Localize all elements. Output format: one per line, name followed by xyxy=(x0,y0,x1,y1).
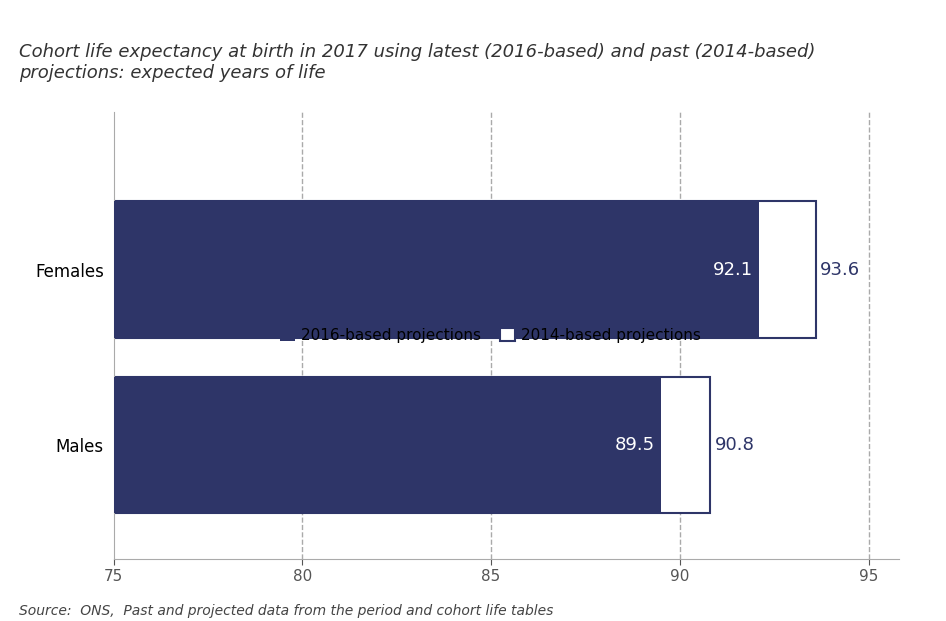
Legend: 2016-based projections, 2014-based projections: 2016-based projections, 2014-based proje… xyxy=(280,328,701,343)
Bar xyxy=(114,376,661,514)
Text: 93.6: 93.6 xyxy=(820,261,860,279)
Bar xyxy=(114,376,710,514)
Text: Cohort life expectancy at birth in 2017 using latest (2016-based) and past (2014: Cohort life expectancy at birth in 2017 … xyxy=(19,43,815,82)
Text: 92.1: 92.1 xyxy=(713,261,753,279)
Text: Source:  ONS,  Past and projected data from the period and cohort life tables: Source: ONS, Past and projected data fro… xyxy=(19,604,553,618)
Text: 90.8: 90.8 xyxy=(714,436,754,454)
Text: 89.5: 89.5 xyxy=(615,436,656,454)
Bar xyxy=(114,201,815,338)
Bar xyxy=(114,201,759,338)
